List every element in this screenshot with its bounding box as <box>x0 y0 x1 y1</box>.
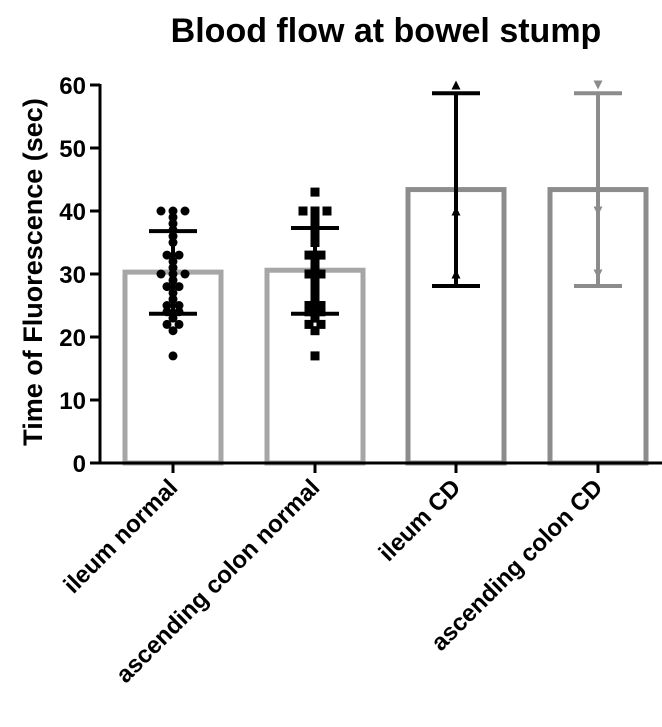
data-point <box>156 269 166 279</box>
data-point <box>174 319 184 329</box>
data-point <box>304 250 314 260</box>
data-point <box>174 282 184 292</box>
data-point <box>310 313 320 323</box>
data-point <box>316 301 326 310</box>
data-point <box>304 319 314 329</box>
data-point <box>168 206 178 216</box>
data-point <box>168 212 178 222</box>
data-point <box>174 301 184 310</box>
data-point <box>451 80 461 90</box>
data-point <box>168 219 178 229</box>
y-tick-label: 0 <box>73 451 86 478</box>
data-point <box>310 206 320 216</box>
data-point <box>310 351 320 361</box>
data-point <box>162 319 172 329</box>
y-axis-title: Time of Fluorescence (sec) <box>18 98 48 446</box>
y-tick-label: 40 <box>59 199 86 226</box>
data-point <box>168 313 178 323</box>
data-point <box>310 326 320 336</box>
data-point <box>304 301 314 310</box>
data-point <box>304 269 314 279</box>
data-point <box>168 351 178 361</box>
data-point <box>310 187 320 197</box>
data-point <box>168 326 178 336</box>
data-point <box>316 319 326 329</box>
x-category-label: ileum CD <box>374 474 467 567</box>
data-point <box>180 206 190 216</box>
y-tick-label: 60 <box>59 73 86 100</box>
data-point <box>316 269 326 279</box>
y-tick-label: 10 <box>59 388 86 415</box>
x-category-label: ileum normal <box>59 474 184 599</box>
data-point <box>156 206 166 216</box>
y-tick-label: 20 <box>59 325 86 352</box>
data-point <box>310 212 320 222</box>
data-point <box>174 250 184 260</box>
data-point <box>298 206 308 216</box>
data-point <box>162 282 172 292</box>
data-point <box>593 80 603 90</box>
data-point <box>180 269 190 279</box>
y-tick-label: 50 <box>59 136 86 163</box>
chart-title: Blood flow at bowel stump <box>171 12 602 50</box>
data-point <box>162 301 172 310</box>
data-point <box>162 250 172 260</box>
data-point <box>316 250 326 260</box>
y-tick-label: 30 <box>59 262 86 289</box>
data-point <box>310 219 320 229</box>
data-point <box>322 206 332 216</box>
